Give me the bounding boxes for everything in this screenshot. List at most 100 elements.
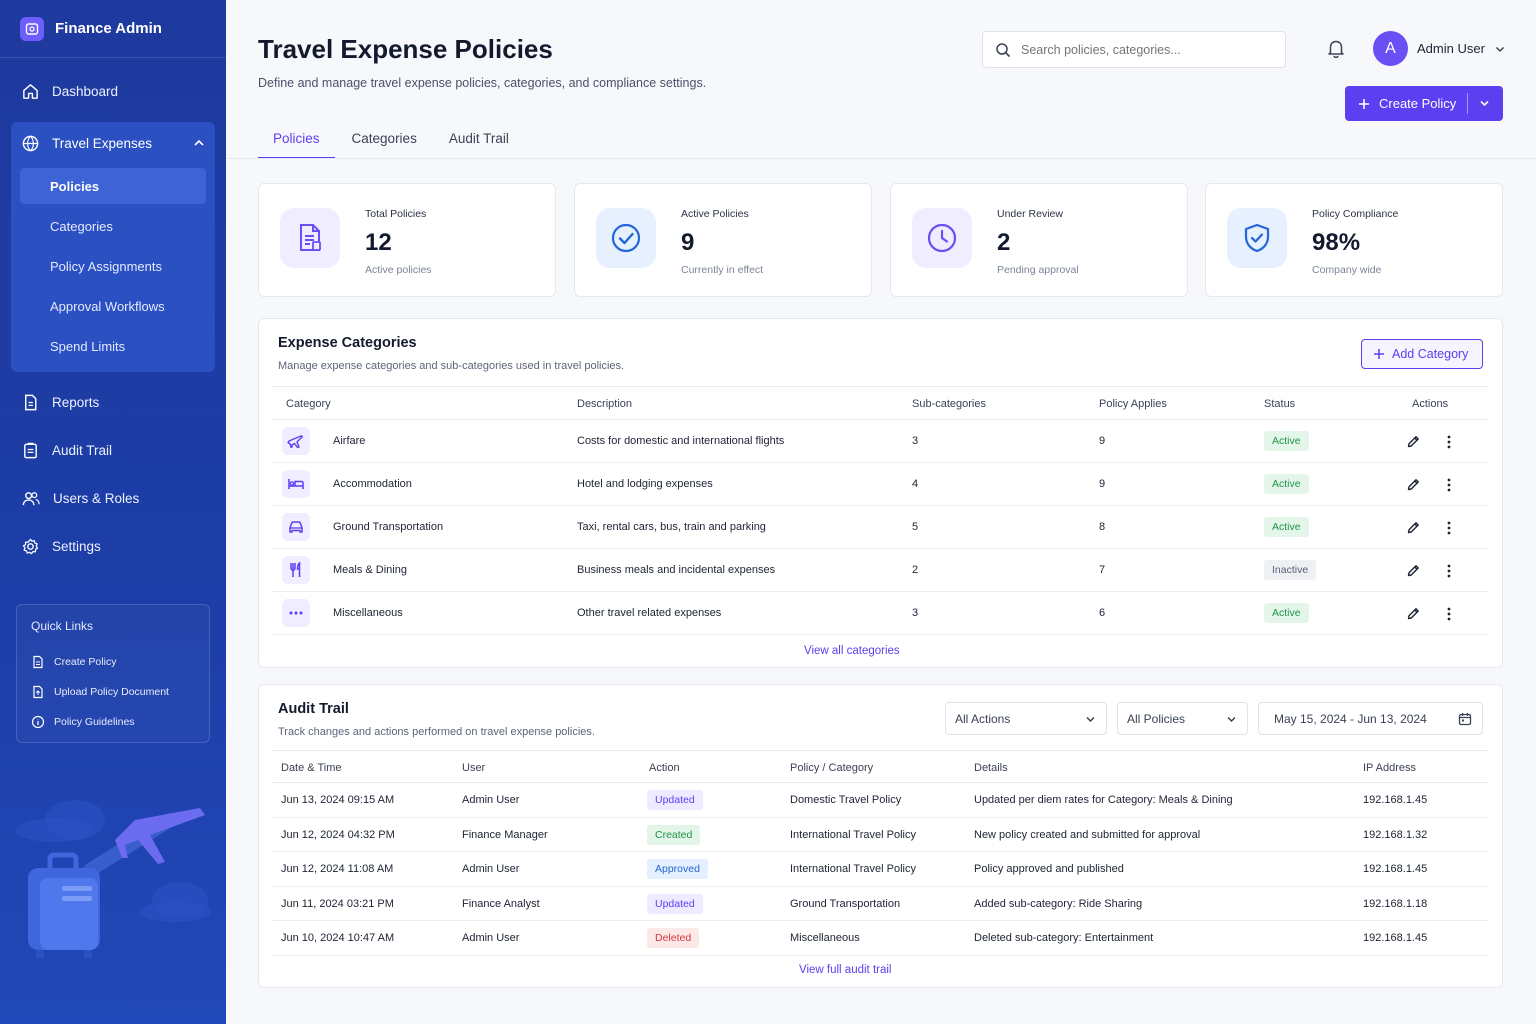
edit-pencil-icon[interactable] xyxy=(1406,477,1421,492)
status-badge: Active xyxy=(1264,603,1309,623)
document-icon xyxy=(33,655,43,669)
tab-audit-trail[interactable]: Audit Trail xyxy=(448,131,509,146)
main-content: Travel Expense Policies Define and manag… xyxy=(226,0,1536,1024)
stat-label: Policy Compliance xyxy=(1312,208,1399,220)
stat-label: Under Review xyxy=(997,208,1063,220)
view-all-categories-link[interactable]: View all categories xyxy=(804,645,900,657)
stat-value: 2 xyxy=(997,229,1011,256)
stat-label: Active Policies xyxy=(681,208,749,220)
stat-value: 9 xyxy=(681,229,695,256)
chevron-up-icon[interactable] xyxy=(193,137,205,149)
more-vertical-icon[interactable] xyxy=(1447,478,1451,492)
subcategory-count: 3 xyxy=(912,607,919,619)
table-row: Airfare Costs for domestic and internatio… xyxy=(272,420,1489,463)
search-box[interactable] xyxy=(982,31,1286,68)
more-actions-button[interactable] xyxy=(1447,564,1451,581)
actions-filter-select[interactable]: All Actions xyxy=(945,702,1107,735)
tab-categories[interactable]: Categories xyxy=(351,131,417,146)
audit-time: Jun 13, 2024 09:15 AM xyxy=(281,794,395,806)
sidebar-subitem-policies[interactable]: Policies xyxy=(20,168,206,204)
sidebar-item-reports[interactable]: Reports xyxy=(0,378,226,426)
sidebar: Finance Admin Dashboard Travel Expenses … xyxy=(0,0,226,1024)
more-actions-button[interactable] xyxy=(1447,478,1451,495)
table-row: Meals & Dining Business meals and inciden… xyxy=(272,549,1489,592)
sidebar-subitem-policy-assignments[interactable]: Policy Assignments xyxy=(50,258,162,274)
clipboard-icon xyxy=(24,442,37,458)
audit-policy: International Travel Policy xyxy=(790,863,916,875)
edit-button[interactable] xyxy=(1406,563,1421,581)
utensils-icon xyxy=(282,556,310,584)
page-subtitle: Define and manage travel expense policie… xyxy=(258,76,707,90)
sidebar-item-dashboard[interactable]: Dashboard xyxy=(0,68,226,114)
edit-button[interactable] xyxy=(1406,477,1421,495)
quick-link-create-policy[interactable]: Create Policy xyxy=(31,647,195,677)
edit-button[interactable] xyxy=(1406,606,1421,624)
quick-link-upload-policy-document[interactable]: Upload Policy Document xyxy=(31,677,195,707)
create-policy-button[interactable]: Create Policy xyxy=(1345,86,1503,121)
search-icon xyxy=(996,42,1011,57)
subcategory-count: 4 xyxy=(912,478,919,490)
sidebar-item-users-roles[interactable]: Users & Roles xyxy=(0,474,226,522)
column-header: Actions xyxy=(1412,398,1449,410)
more-vertical-icon[interactable] xyxy=(1447,521,1451,535)
view-full-audit-trail-link[interactable]: View full audit trail xyxy=(799,964,892,976)
table-row: Miscellaneous Other travel related expens… xyxy=(272,592,1489,635)
create-policy-label: Create Policy xyxy=(1379,96,1457,111)
edit-pencil-icon[interactable] xyxy=(1406,563,1421,578)
policy-applies-count: 6 xyxy=(1099,607,1106,619)
globe-icon xyxy=(22,135,39,151)
sidebar-item-audit-trail[interactable]: Audit Trail xyxy=(0,426,226,474)
more-vertical-icon[interactable] xyxy=(1447,435,1451,449)
subcategory-count: 5 xyxy=(912,521,919,533)
policies-filter-select[interactable]: All Policies xyxy=(1117,702,1248,735)
date-range-picker[interactable]: May 15, 2024 - Jun 13, 2024 xyxy=(1258,702,1483,735)
edit-pencil-icon[interactable] xyxy=(1406,520,1421,535)
chevron-down-icon[interactable] xyxy=(1479,98,1490,109)
column-header: IP Address xyxy=(1363,762,1416,774)
subcategory-count: 2 xyxy=(912,564,919,576)
chevron-down-icon xyxy=(1227,716,1236,723)
sidebar-subitem-categories[interactable]: Categories xyxy=(50,218,113,234)
stat-subtext: Active policies xyxy=(365,264,432,276)
category-description: Business meals and incidental expenses xyxy=(577,564,776,576)
quick-link-policy-guidelines[interactable]: Policy Guidelines xyxy=(31,707,195,737)
sidebar-subitem-spend-limits[interactable]: Spend Limits xyxy=(50,338,126,354)
table-row: Jun 11, 2024 03:21 PM Finance Analyst Upda… xyxy=(272,887,1489,921)
tab-policies[interactable]: Policies xyxy=(258,122,335,159)
quick-link-label: Upload Policy Document xyxy=(54,686,169,698)
users-icon xyxy=(22,491,40,505)
more-vertical-icon[interactable] xyxy=(1447,564,1451,578)
audit-ip: 192.168.1.45 xyxy=(1363,863,1428,875)
edit-pencil-icon[interactable] xyxy=(1406,606,1421,621)
car-icon xyxy=(282,513,310,541)
brand: Finance Admin xyxy=(0,0,226,58)
more-actions-button[interactable] xyxy=(1447,521,1451,538)
sidebar-item-label: Reports xyxy=(52,394,100,410)
more-actions-button[interactable] xyxy=(1447,607,1451,624)
more-vertical-icon[interactable] xyxy=(1447,607,1451,621)
audit-table-header: Date & Time User Action Policy / Categor… xyxy=(272,750,1489,783)
user-menu[interactable]: A Admin User xyxy=(1373,31,1505,66)
column-header: Policy Applies xyxy=(1099,398,1167,410)
table-row: Jun 12, 2024 11:08 AM Admin User Approved I… xyxy=(272,852,1489,887)
audit-policy: Domestic Travel Policy xyxy=(790,794,902,806)
edit-pencil-icon[interactable] xyxy=(1406,434,1421,449)
sidebar-item-settings[interactable]: Settings xyxy=(0,522,226,570)
sidebar-item-travel-expenses[interactable]: Travel Expenses xyxy=(11,122,215,164)
sidebar-item-label: Settings xyxy=(52,538,101,554)
status-badge: Active xyxy=(1264,431,1309,451)
audit-time: Jun 10, 2024 10:47 AM xyxy=(281,932,395,944)
edit-button[interactable] xyxy=(1406,434,1421,452)
notification-bell-icon[interactable] xyxy=(1326,38,1346,59)
stat-subtext: Currently in effect xyxy=(681,264,764,276)
search-input[interactable] xyxy=(1021,42,1271,57)
add-category-button[interactable]: Add Category xyxy=(1361,339,1483,369)
policy-applies-count: 7 xyxy=(1099,564,1106,576)
status-badge: Active xyxy=(1264,474,1309,494)
edit-button[interactable] xyxy=(1406,520,1421,538)
plus-icon xyxy=(1359,98,1369,109)
audit-details: Deleted sub-category: Entertainment xyxy=(974,932,1154,944)
more-actions-button[interactable] xyxy=(1447,435,1451,452)
sidebar-subitem-approval-workflows[interactable]: Approval Workflows xyxy=(50,298,165,314)
brand-logo-icon xyxy=(20,16,44,41)
